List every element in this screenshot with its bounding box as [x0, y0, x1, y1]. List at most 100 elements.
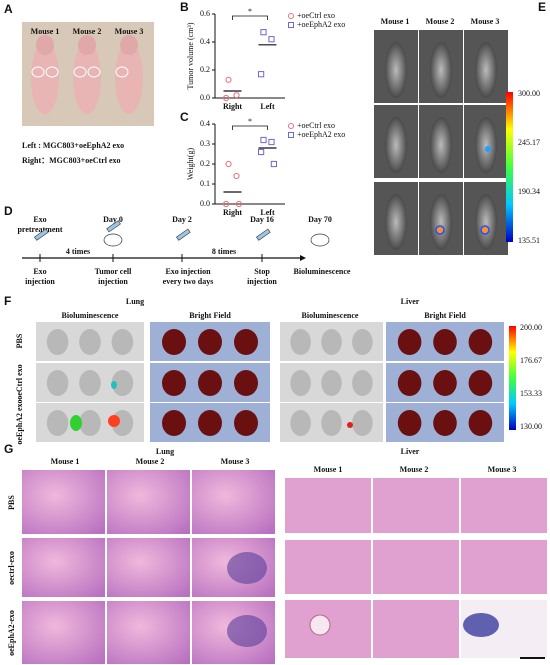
y-tick-label: 0.3 [200, 139, 210, 148]
signal-spot [485, 146, 491, 152]
colorbar-label: 200.00 [520, 323, 542, 332]
mouse-head [36, 35, 54, 55]
histology-image [373, 540, 459, 594]
organ [321, 329, 342, 355]
histology-image [285, 478, 371, 533]
row-label: oeEphA2 exo [15, 399, 24, 444]
panel-label: B [180, 0, 189, 14]
mouse-silhouette [385, 194, 407, 250]
data-point [233, 92, 240, 99]
panel-label: F [4, 294, 11, 308]
timeline-arrow [300, 255, 306, 261]
organ [352, 370, 373, 396]
organ [162, 370, 186, 396]
mouse-silhouette [475, 42, 497, 98]
timeline-label: injection [98, 277, 128, 286]
data-point [225, 160, 232, 168]
data-point [223, 200, 230, 208]
panel-label: A [4, 2, 13, 16]
timeline-label: Stop [254, 267, 270, 276]
legend-marker [288, 13, 294, 19]
mouse-silhouette [385, 117, 407, 173]
organ [198, 329, 222, 355]
organ [290, 410, 311, 436]
legend-text: Left : MGC803+oeEphA2 exo [22, 141, 124, 150]
colorbar [509, 326, 516, 430]
y-tick-label: 0.2 [200, 159, 210, 168]
mouse-silhouette [475, 194, 497, 250]
organ-label: Liver [401, 297, 420, 306]
mouse-body [73, 42, 101, 114]
mouse-body [115, 42, 143, 114]
mouse-label: Mouse 2 [73, 27, 102, 36]
organ [46, 370, 69, 396]
signal-spot [347, 422, 353, 428]
organ [468, 370, 493, 396]
syringe-icon [34, 228, 49, 241]
colorbar-label: 300.00 [518, 89, 540, 98]
colorbar-label: 135.51 [518, 236, 540, 245]
tumor-outline [73, 66, 87, 78]
organ [352, 329, 373, 355]
organ [79, 370, 101, 396]
legend-marker [288, 22, 294, 28]
timeline-label: Day 0 [103, 215, 123, 224]
organ [162, 329, 186, 355]
organ [198, 410, 222, 436]
timeline-label: Exo injection [165, 267, 211, 276]
data-point [268, 36, 275, 43]
data-point [223, 94, 230, 102]
mouse-label: Mouse 1 [31, 27, 60, 36]
organ-label: Liver [401, 447, 420, 456]
mouse-silhouette [475, 117, 497, 173]
organ [433, 410, 457, 436]
histology-image [22, 538, 105, 597]
mouse-silhouette [430, 42, 452, 98]
column-header: Bright Field [189, 311, 231, 320]
x-tick-label: Right [223, 102, 242, 111]
y-tick-label: 0.0 [200, 199, 210, 208]
y-axis-label: Weight(g) [186, 148, 195, 181]
syringe-icon [106, 220, 121, 233]
colorbar-label: 176.67 [520, 356, 542, 365]
mouse-icon [103, 233, 123, 247]
mouse-silhouette [430, 194, 452, 250]
legend-entry: +oeCtrl exo [297, 121, 335, 130]
legend-entry: +oeEphA2 exo [297, 20, 345, 29]
row-label: oeEphA2-exo [7, 610, 16, 656]
mouse-head [120, 35, 138, 55]
timeline-label: Day 16 [250, 215, 274, 224]
panel-label: E [538, 0, 546, 14]
data-point [258, 148, 265, 156]
organ-label: Lung [156, 447, 174, 456]
timeline-label: Day 2 [172, 215, 192, 224]
timeline-label: pretreatment [17, 225, 62, 234]
data-point [225, 76, 232, 83]
tumor-outline [87, 66, 101, 78]
histology-image [285, 540, 371, 594]
column-header: Mouse 1 [314, 465, 343, 474]
column-header: Mouse 3 [471, 17, 500, 26]
legend-entry: +oeCtrl exo [297, 11, 335, 20]
x-tick-label: Right [223, 208, 242, 217]
mouse-label: Mouse 3 [115, 27, 144, 36]
data-point [258, 71, 265, 78]
histology-detail [227, 615, 267, 647]
row-label: oeCtrl exo [15, 364, 24, 399]
signal-spot [108, 415, 120, 427]
organ [234, 329, 258, 355]
significance: * [248, 117, 252, 126]
organ [79, 329, 101, 355]
tumor-outline [31, 66, 45, 78]
histology-detail [227, 552, 267, 584]
histology-image [373, 600, 459, 658]
mouse-head [78, 35, 96, 55]
organ [234, 370, 258, 396]
y-tick-label: 0.4 [200, 37, 210, 46]
legend-text: Right：MGC803+oeCtrl exo [22, 156, 121, 165]
organ [433, 370, 457, 396]
data-point [260, 29, 267, 36]
y-axis-label: Tumor volume (cm³) [186, 22, 195, 89]
organ [397, 410, 422, 436]
